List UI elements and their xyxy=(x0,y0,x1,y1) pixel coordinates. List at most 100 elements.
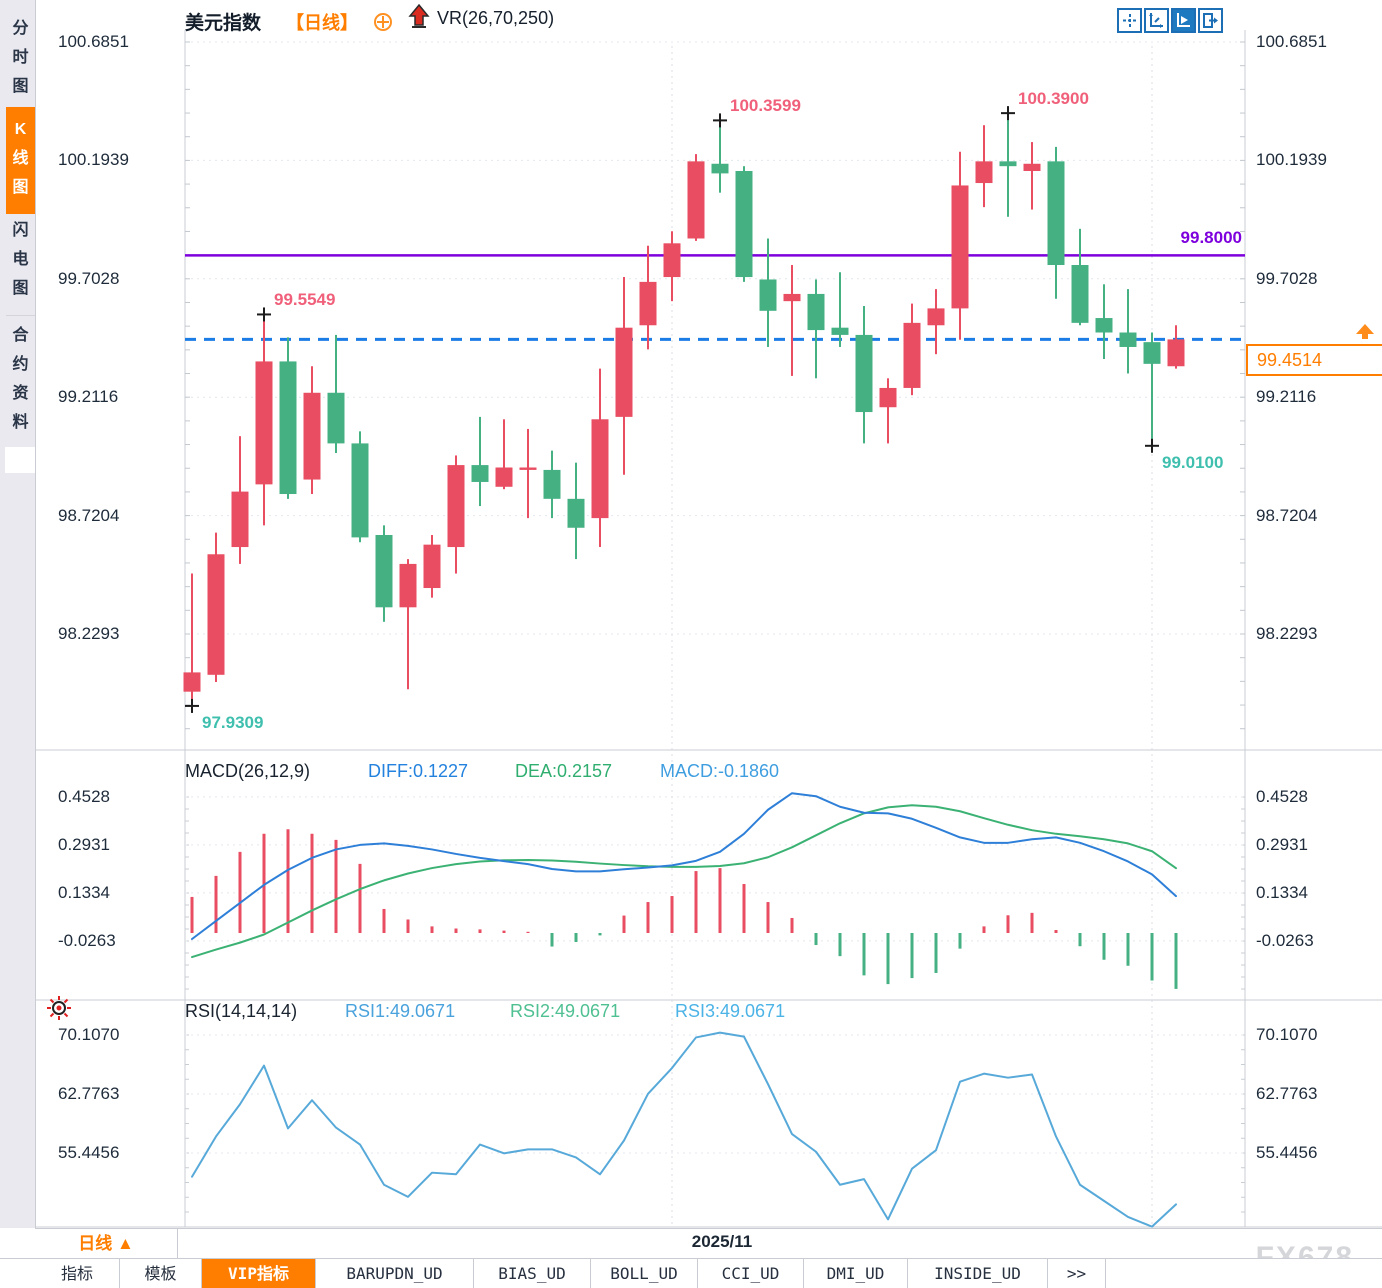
rsi2-value: RSI2:49.0671 xyxy=(510,1001,621,1021)
candle xyxy=(999,161,1017,167)
crosshair-icon[interactable] xyxy=(1117,8,1142,33)
candle xyxy=(1143,342,1161,364)
candle xyxy=(711,163,729,174)
main-y-tick-right: 99.2116 xyxy=(1256,387,1317,407)
period-selector[interactable]: 日线 ▲ xyxy=(35,1229,178,1258)
instrument-title: 美元指数 xyxy=(185,13,262,34)
rsi-title[interactable]: RSI(14,14,14) xyxy=(185,1001,298,1021)
candle xyxy=(423,544,441,589)
date-axis-row: 日线 ▲ 2025/11 FX678 xyxy=(35,1228,1382,1274)
tab-barupdn_ud[interactable]: BARUPDN_UD xyxy=(316,1259,474,1288)
candle xyxy=(591,419,609,519)
macd-y-tick-left: -0.0263 xyxy=(58,930,116,950)
candle xyxy=(735,170,753,278)
swing-high-label: 99.5549 xyxy=(274,290,336,310)
candle xyxy=(207,554,225,675)
candle xyxy=(303,392,321,480)
axis-play-icon[interactable] xyxy=(1171,8,1196,33)
rsi-y-tick-right: 70.1070 xyxy=(1256,1024,1318,1044)
main-y-tick-right: 100.6851 xyxy=(1256,32,1327,51)
candle xyxy=(783,293,801,302)
candle xyxy=(951,185,969,309)
tab-bias_ud[interactable]: BIAS_UD xyxy=(474,1259,591,1288)
candle xyxy=(327,392,345,444)
main-y-tick-left: 100.1939 xyxy=(58,150,129,170)
candle xyxy=(1047,161,1065,266)
main-y-tick-right: 98.2293 xyxy=(1256,623,1318,643)
candle xyxy=(639,281,657,326)
macd-y-tick-left: 0.4528 xyxy=(58,786,110,806)
rsi-y-tick-right: 62.7763 xyxy=(1256,1083,1318,1103)
rsi-y-tick-right: 55.4456 xyxy=(1256,1143,1318,1162)
candle xyxy=(375,534,393,608)
macd-y-tick-right: 0.1334 xyxy=(1256,882,1308,902)
candle xyxy=(927,308,945,326)
main-y-tick-right: 99.7028 xyxy=(1256,268,1318,288)
rsi-y-tick-left: 62.7763 xyxy=(58,1083,120,1103)
tab-inside_ud[interactable]: INSIDE_UD xyxy=(908,1259,1048,1288)
rsi1-value: RSI1:49.0671 xyxy=(345,1001,456,1021)
candle xyxy=(567,498,585,528)
main-y-tick-left: 98.2293 xyxy=(58,623,120,643)
swing-low-label: 99.0100 xyxy=(1162,452,1224,472)
period-tag-button[interactable]: 【日线】 xyxy=(286,13,358,33)
tab-[interactable]: 指标 xyxy=(35,1259,120,1288)
candle xyxy=(231,491,249,548)
macd-dea-value: DEA:0.2157 xyxy=(515,761,613,781)
candle xyxy=(807,293,825,331)
main-y-tick-left: 100.6851 xyxy=(58,32,129,51)
tab-cci_ud[interactable]: CCI_UD xyxy=(698,1259,804,1288)
swing-low-label: 97.9309 xyxy=(202,712,264,732)
candle xyxy=(1095,318,1113,333)
candle xyxy=(1167,339,1185,367)
candle xyxy=(687,161,705,239)
tab-dmi_ud[interactable]: DMI_UD xyxy=(804,1259,908,1288)
candle xyxy=(759,279,777,311)
candle xyxy=(975,161,993,184)
macd-y-tick-left: 0.1334 xyxy=(58,882,110,902)
macd-y-tick-right: 0.2931 xyxy=(1256,834,1308,854)
main-y-tick-right: 98.7204 xyxy=(1256,505,1318,525)
date-axis-label: 2025/11 xyxy=(691,1232,753,1251)
sidebar-item-3[interactable]: 闪电图 xyxy=(6,208,35,316)
candle xyxy=(1119,332,1137,347)
main-y-tick-left: 99.2116 xyxy=(58,387,119,407)
tab->>[interactable]: >> xyxy=(1048,1259,1106,1288)
candle xyxy=(615,327,633,417)
tab-vip[interactable]: VIP指标 xyxy=(202,1259,316,1288)
sidebar-item-1[interactable]: 分时图 xyxy=(6,6,35,114)
rsi3-value: RSI3:49.0671 xyxy=(675,1001,786,1021)
candle xyxy=(351,443,369,538)
swing-high-label: 100.3900 xyxy=(1018,89,1089,109)
candle xyxy=(495,467,513,487)
candle xyxy=(879,387,897,408)
candle xyxy=(399,563,417,608)
axis-scale-icon[interactable] xyxy=(1144,8,1169,33)
candle xyxy=(663,243,681,278)
candle xyxy=(1071,265,1089,323)
tab-[interactable]: 模板 xyxy=(120,1259,202,1288)
swing-high-label: 100.3599 xyxy=(730,96,801,116)
exit-right-icon[interactable] xyxy=(1198,8,1223,33)
resistance-price-label: 99.8000 xyxy=(1180,228,1242,247)
macd-title[interactable]: MACD(26,12,9) xyxy=(185,761,311,781)
last-price-badge: 99.4514 xyxy=(1246,344,1382,376)
candle xyxy=(279,361,297,495)
candle xyxy=(543,469,561,499)
sidebar-item-4[interactable]: 合约资料 xyxy=(6,313,35,450)
main-y-tick-right: 100.1939 xyxy=(1256,150,1327,170)
main-y-tick-left: 98.7204 xyxy=(58,505,120,525)
indicator-tab-bar: 指标 模板 VIP指标 BARUPDN_UD BIAS_UD BOLL_UD CCI_UD D… xyxy=(0,1258,1382,1288)
candle xyxy=(903,322,921,388)
macd-value: MACD:-0.1860 xyxy=(660,761,780,781)
tab-boll_ud[interactable]: BOLL_UD xyxy=(591,1259,698,1288)
main-y-tick-left: 99.7028 xyxy=(58,268,120,288)
macd-y-tick-left: 0.2931 xyxy=(58,834,110,854)
rsi-y-tick-left: 70.1070 xyxy=(58,1024,120,1044)
candle xyxy=(255,361,273,485)
vr-indicator-label: VR(26,70,250) xyxy=(437,8,555,28)
